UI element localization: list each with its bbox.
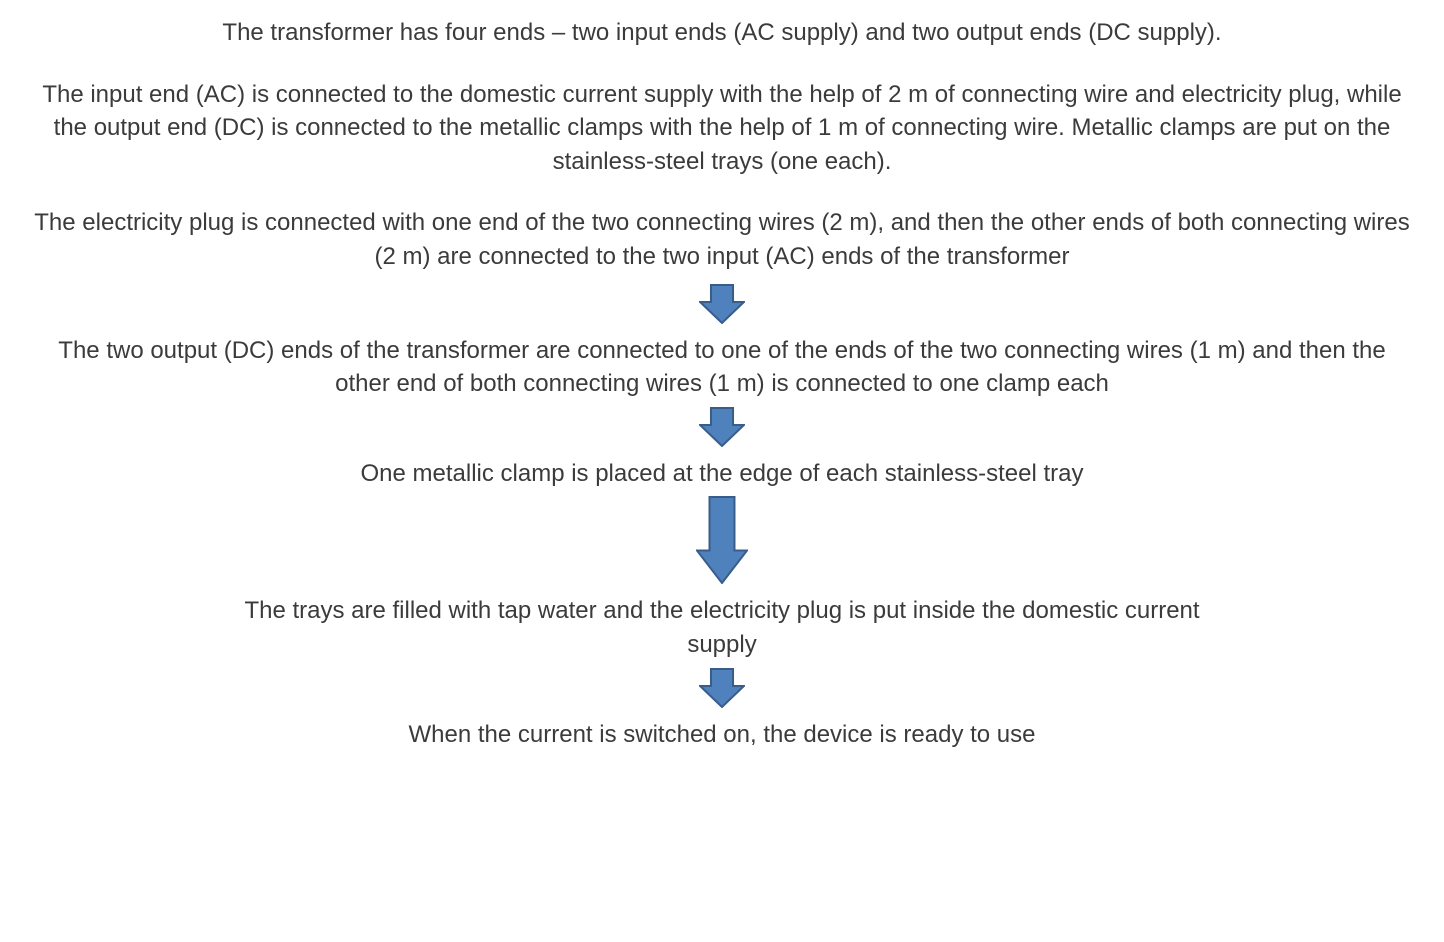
flow-step-2: The two output (DC) ends of the transfor… [0, 334, 1444, 401]
flow-arrow-1 [0, 284, 1444, 324]
flow-step-3: One metallic clamp is placed at the edge… [0, 457, 1444, 491]
intro-block: The transformer has four ends – two inpu… [0, 16, 1444, 274]
flow-arrow-4 [0, 668, 1444, 708]
flow-arrow-2 [0, 407, 1444, 447]
flow-step-4: The trays are filled with tap water and … [190, 594, 1254, 661]
intro-paragraph-3: The electricity plug is connected with o… [0, 206, 1444, 273]
flow-arrow-3 [0, 496, 1444, 584]
flow-step-5: When the current is switched on, the dev… [0, 718, 1444, 752]
flowchart-container: The transformer has four ends – two inpu… [0, 0, 1444, 775]
intro-paragraph-2: The input end (AC) is connected to the d… [0, 78, 1444, 179]
intro-paragraph-1: The transformer has four ends – two inpu… [0, 16, 1444, 50]
